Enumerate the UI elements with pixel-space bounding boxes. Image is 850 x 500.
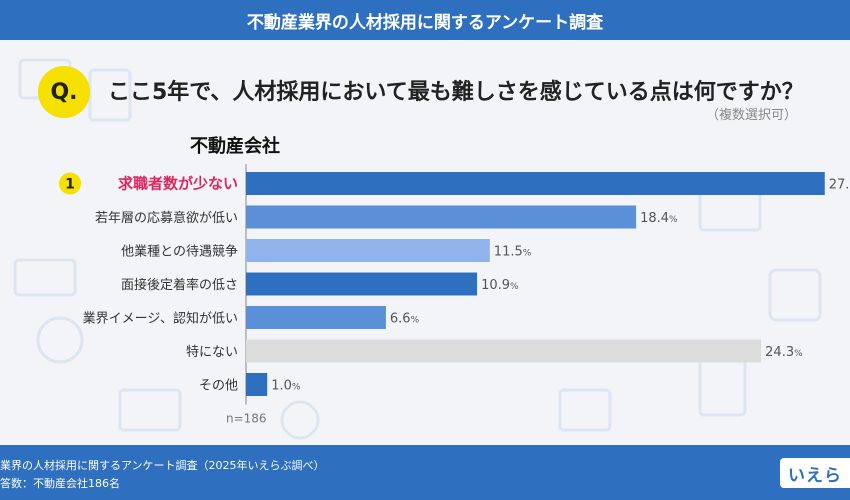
bar <box>246 339 762 363</box>
category-label: その他 <box>199 379 238 394</box>
category-label: 求職者数が少ない <box>118 175 238 193</box>
question-badge-label: Q. <box>50 79 78 105</box>
rank-badge-label: 1 <box>65 177 75 193</box>
footer-source: 業界の人材採用に関するアンケート調査（2025年いえらぶ調べ） <box>0 459 325 472</box>
value-label: 24.3% <box>765 345 803 360</box>
bar <box>246 272 478 296</box>
category-label: 業界イメージ、認知が低い <box>83 311 238 327</box>
category-label: 特にない <box>186 345 238 360</box>
bar-chart: 求職者数が少ない 1 27.3% 若年層の応募意欲が低い 18.4% 他業種との待遇競争 1… <box>59 164 850 426</box>
bar <box>246 306 386 329</box>
category-label: 若年層の応募意欲が低い <box>95 210 238 226</box>
question-badge: Q. <box>38 66 90 118</box>
sample-size: n=186 <box>226 412 267 426</box>
category-label: 面接後定着率の低さ <box>121 277 238 293</box>
value-label: 6.6% <box>390 312 420 327</box>
value-label: 10.9% <box>481 278 519 293</box>
value-label: 18.4% <box>640 211 678 226</box>
question-text: ここ5年で、人材採用において最も難しさを感じている点は何ですか？ <box>108 80 804 105</box>
value-label: 1.0% <box>271 379 301 394</box>
rank-badge <box>59 172 81 195</box>
value-label: 11.5% <box>494 245 532 260</box>
bar <box>246 172 825 195</box>
header-title: 不動産業界の人材採用に関するアンケート調査 <box>246 12 604 33</box>
category-label: 他業種との待遇競争 <box>121 244 238 260</box>
bar <box>246 239 490 262</box>
subject-label: 不動産会社 <box>190 136 280 157</box>
footer-bar: 業界の人材採用に関するアンケート調査（2025年いえらぶ調べ） 答数：不動産会社… <box>0 445 850 500</box>
brand-logo: いえら <box>780 458 850 488</box>
bar <box>246 205 637 229</box>
brand-logo-text: いえら <box>788 465 842 486</box>
footer-respondents: 答数：不動産会社186名 <box>0 477 120 490</box>
question-note: （複数選択可） <box>706 108 798 123</box>
value-label: 27.3% <box>829 178 850 193</box>
header-bar: 不動産業界の人材採用に関するアンケート調査 <box>0 0 850 40</box>
bar <box>246 373 268 396</box>
